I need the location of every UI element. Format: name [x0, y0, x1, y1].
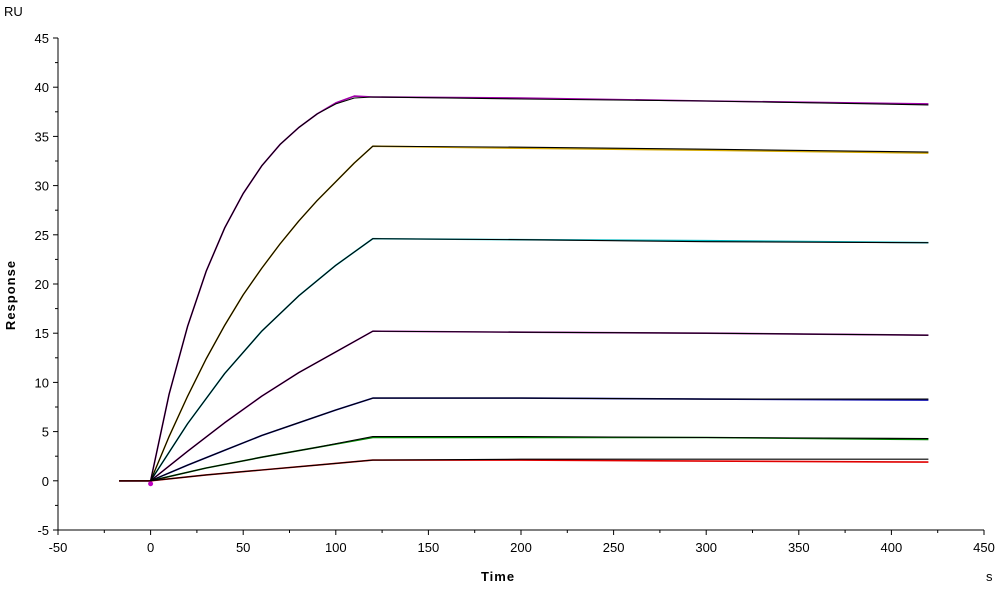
x-unit-label: s — [986, 569, 993, 584]
injection-start-marker — [148, 481, 154, 487]
fit-line-7 — [150, 458, 929, 482]
y-tick-label: 0 — [42, 474, 49, 489]
y-axis-title: Response — [3, 260, 18, 330]
y-tick-label: 45 — [35, 31, 49, 46]
series-line-7 — [119, 459, 929, 482]
series-line-2 — [119, 145, 929, 482]
fit-line-6 — [150, 435, 929, 482]
x-tick-label: 50 — [236, 540, 250, 555]
y-tick-label: 40 — [35, 80, 49, 95]
fit-line-4 — [150, 330, 929, 482]
x-tick-label: 450 — [973, 540, 995, 555]
fit-line-3 — [150, 238, 929, 482]
y-tick-label: 20 — [35, 277, 49, 292]
x-tick-label: 0 — [147, 540, 154, 555]
fit-line-1 — [119, 96, 929, 482]
y-tick-label: 30 — [35, 179, 49, 194]
fit-curves — [119, 96, 929, 482]
y-unit-label: RU — [4, 4, 23, 19]
series-line-1 — [119, 95, 929, 482]
data-series — [119, 95, 929, 487]
x-tick-label: 100 — [325, 540, 347, 555]
x-tick-label: 400 — [881, 540, 903, 555]
x-tick-label: 300 — [695, 540, 717, 555]
x-axis-title: Time — [481, 569, 515, 584]
series-line-4 — [119, 330, 929, 482]
x-tick-label: 150 — [418, 540, 440, 555]
fit-line-2 — [150, 145, 929, 482]
x-tick-label: 200 — [510, 540, 532, 555]
x-tick-label: 350 — [788, 540, 810, 555]
y-tick-label: 15 — [35, 326, 49, 341]
fit-line-5 — [150, 397, 929, 482]
y-tick-label: 35 — [35, 129, 49, 144]
x-tick-label: -50 — [49, 540, 68, 555]
y-tick-label: -5 — [37, 523, 49, 538]
y-tick-label: 5 — [42, 425, 49, 440]
y-tick-label: 25 — [35, 228, 49, 243]
axes — [57, 38, 984, 531]
x-tick-label: 250 — [603, 540, 625, 555]
y-tick-label: 10 — [35, 375, 49, 390]
